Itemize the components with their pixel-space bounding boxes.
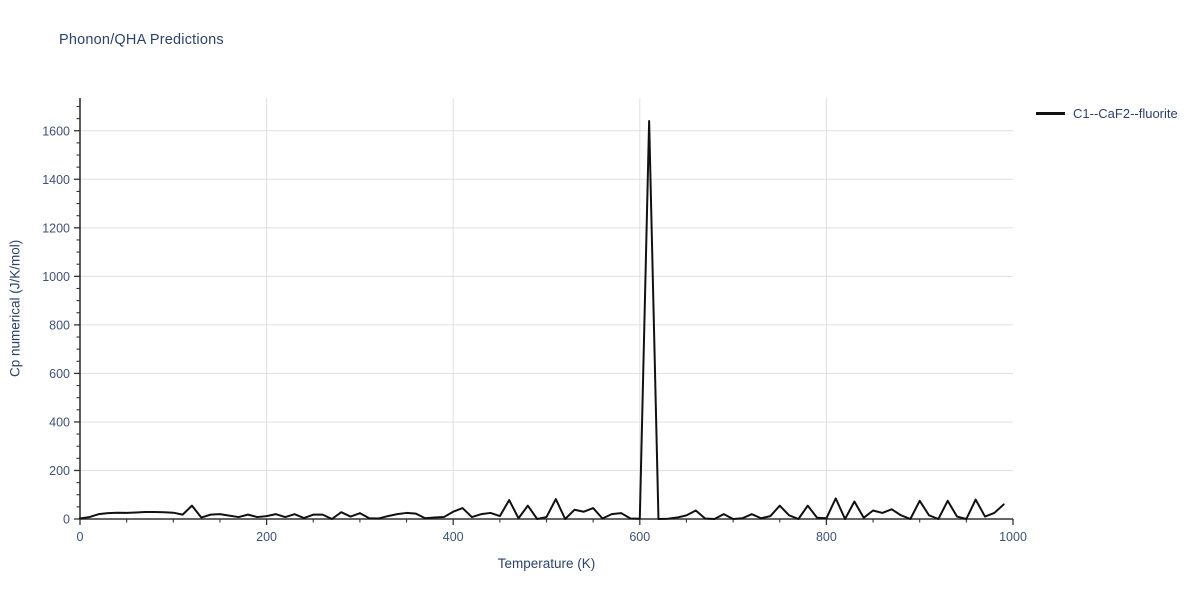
x-axis-title: Temperature (K) [497, 556, 596, 571]
x-tick-label: 200 [256, 530, 277, 544]
tick-labels: 0 200 400 600 800 1000 0 200 400 600 800 1000 1200 14… [42, 124, 1027, 544]
legend-line-swatch [1036, 112, 1065, 115]
x-tick-label: 800 [816, 530, 837, 544]
y-tick-label: 1000 [42, 270, 70, 284]
x-tick-label: 600 [629, 530, 650, 544]
y-tick-label: 200 [49, 464, 70, 478]
legend-item[interactable]: C1--CaF2--fluorite [1036, 106, 1178, 121]
y-tick-label: 600 [49, 367, 70, 381]
axis-ticks [74, 105, 1014, 525]
y-tick-label: 1600 [42, 124, 70, 138]
axes [79, 98, 1013, 520]
y-axis-title: Cp numerical (J/K/mol) [7, 239, 23, 378]
series-line [79, 120, 1005, 520]
y-tick-label: 1200 [42, 221, 70, 235]
x-tick-label: 1000 [999, 530, 1027, 544]
legend-series-label: C1--CaF2--fluorite [1073, 106, 1178, 121]
y-tick-label: 0 [63, 513, 70, 527]
x-tick-label: 0 [77, 530, 84, 544]
x-tick-label: 400 [443, 530, 464, 544]
y-tick-label: 400 [49, 415, 70, 429]
chart-title: Phonon/QHA Predictions [59, 32, 224, 48]
y-tick-label: 800 [49, 318, 70, 332]
y-tick-label: 1400 [42, 173, 70, 187]
gridlines [80, 98, 1013, 519]
